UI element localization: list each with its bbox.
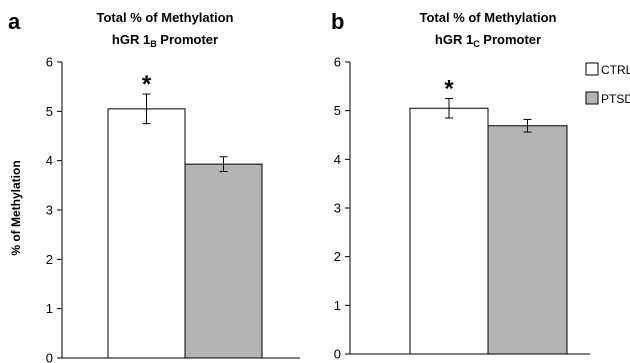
panel-b-y-tick-label-1: 1 bbox=[334, 298, 341, 313]
panel-b-y-tick-label-6: 6 bbox=[334, 55, 341, 70]
panel-b-bar-ctrl bbox=[409, 107, 489, 355]
panel-a-y-axis-label: % of Methylation bbox=[9, 160, 23, 255]
panel-b-plot: 0 1 2 3 4 5 6 * bbox=[334, 55, 590, 362]
panel-a-bar-ctrl bbox=[107, 108, 186, 359]
panel-a-title-line2: hGR 1B Promoter bbox=[112, 32, 218, 49]
panel-a-title-sub: B bbox=[150, 39, 157, 49]
panel-a-y-tick-label-0: 0 bbox=[46, 351, 53, 363]
panel-a-y-tick-label-3: 3 bbox=[46, 203, 53, 218]
panel-b-y-tick-label-0: 0 bbox=[334, 347, 341, 362]
panel-b-title-tail: Promoter bbox=[480, 32, 541, 47]
panel-b-significance-ctrl: * bbox=[444, 76, 454, 103]
panel-b-label: b bbox=[331, 9, 344, 34]
panel-a-title-line1: Total % of Methylation bbox=[97, 10, 234, 25]
panel-b-title-sub: C bbox=[473, 39, 480, 49]
legend: CTRL PTSD bbox=[585, 62, 630, 106]
panel-a-label: a bbox=[8, 9, 21, 34]
panel-a-y-tick-label-1: 1 bbox=[46, 301, 53, 316]
legend-swatch-ptsd bbox=[585, 91, 599, 105]
panel-b-bar-ptsd bbox=[487, 125, 568, 355]
panel-b: b Total % of Methylation hGR 1C Promoter… bbox=[331, 9, 590, 362]
panel-b-y-tick-label-5: 5 bbox=[334, 103, 341, 118]
panel-b-title-main: hGR 1 bbox=[435, 32, 473, 47]
panel-a-bar-ptsd bbox=[184, 163, 263, 359]
panel-a: a Total % of Methylation hGR 1B Promoter… bbox=[8, 9, 300, 363]
panel-b-title-line1: Total % of Methylation bbox=[420, 10, 557, 25]
panel-b-y-tick-label-2: 2 bbox=[334, 249, 341, 264]
panel-a-title-tail: Promoter bbox=[157, 32, 218, 47]
legend-label-ptsd: PTSD bbox=[601, 92, 630, 106]
panel-a-plot: 0 1 2 3 4 5 6 * bbox=[46, 55, 300, 363]
panel-a-y-tick-label-4: 4 bbox=[46, 153, 53, 168]
panel-a-significance-ctrl: * bbox=[142, 71, 152, 98]
panel-b-y-tick-label-4: 4 bbox=[334, 152, 341, 167]
legend-swatch-ctrl bbox=[585, 62, 599, 76]
panel-b-title-line2: hGR 1C Promoter bbox=[435, 32, 541, 49]
panel-b-y-tick-label-3: 3 bbox=[334, 201, 341, 216]
panel-a-title-main: hGR 1 bbox=[112, 32, 150, 47]
panel-a-y-tick-label-6: 6 bbox=[46, 55, 53, 70]
legend-label-ctrl: CTRL bbox=[601, 63, 630, 77]
panel-a-y-tick-label-5: 5 bbox=[46, 104, 53, 119]
panel-a-y-tick-label-2: 2 bbox=[46, 252, 53, 267]
